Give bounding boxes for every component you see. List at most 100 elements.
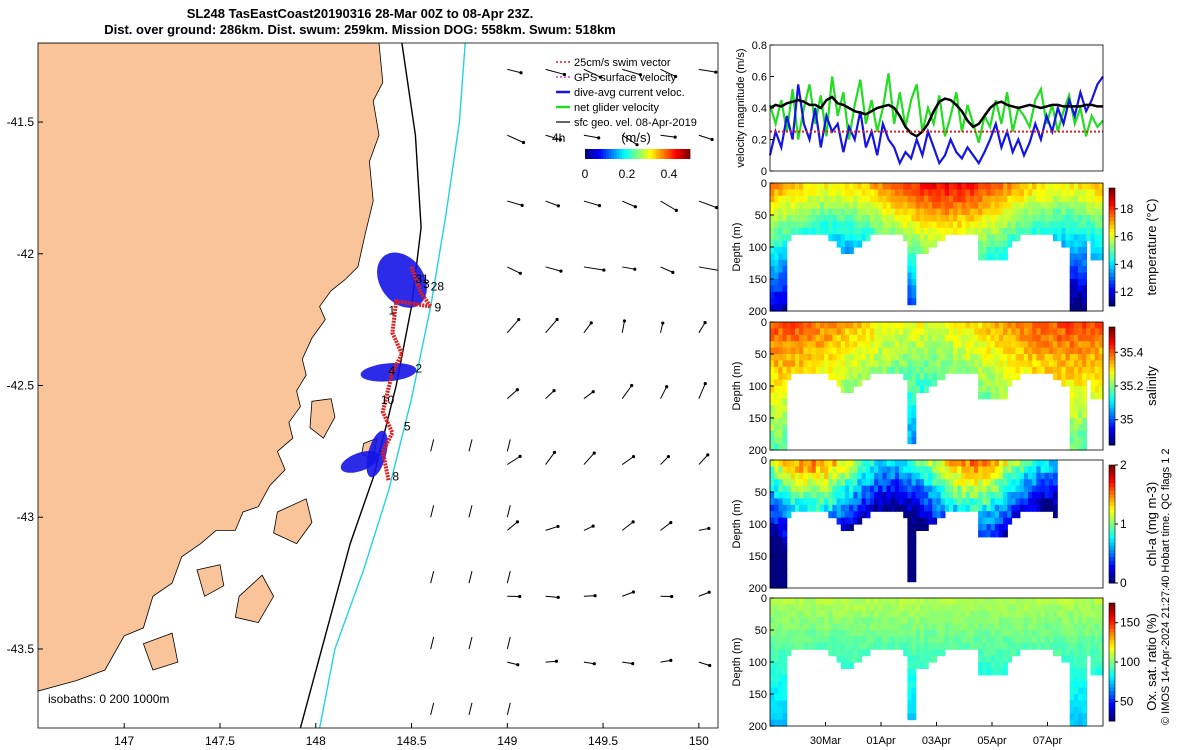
section-cell — [1065, 636, 1071, 644]
section-cell — [1036, 623, 1042, 631]
section-cell — [861, 642, 867, 650]
section-cell — [1073, 253, 1079, 261]
section-cell — [882, 227, 888, 235]
section-cell — [953, 642, 958, 650]
section-cell — [1082, 291, 1087, 299]
colorbar-cell — [645, 149, 649, 159]
section-cell — [770, 354, 775, 361]
section-cell — [1086, 234, 1092, 242]
section-cell — [953, 227, 958, 235]
section-cell — [961, 189, 967, 197]
section-cell — [803, 195, 809, 203]
section-cell — [1090, 183, 1096, 190]
geo-velocity-arrow — [660, 456, 669, 465]
section-cell — [840, 183, 846, 190]
section-cell — [1015, 492, 1021, 499]
section-cell — [1007, 373, 1013, 381]
section-cell — [1044, 636, 1050, 644]
section-cell — [1023, 221, 1029, 229]
section-cell — [782, 655, 788, 663]
section-cell — [899, 334, 904, 342]
section-cell — [1036, 347, 1042, 355]
section-cell — [1048, 202, 1054, 210]
section-cell — [924, 524, 929, 531]
section-cell — [869, 334, 875, 342]
section-cell — [874, 221, 879, 229]
section-cell — [978, 253, 983, 261]
section-cell — [1028, 195, 1033, 203]
geo-velocity-arrow — [507, 68, 522, 74]
section-cell — [1007, 636, 1013, 644]
colorbar-tick: 0.4 — [661, 167, 678, 181]
section-cell — [828, 208, 834, 216]
section-cell — [1044, 610, 1050, 618]
section-colorbar-label: temperature (°C) — [1144, 199, 1159, 296]
section-colorbar-cell — [1109, 538, 1115, 543]
section-cell — [911, 610, 917, 618]
section-cell — [1073, 334, 1079, 342]
section-cell — [915, 498, 921, 506]
section-cell — [1057, 334, 1062, 342]
section-cell — [820, 221, 825, 229]
section-colorbar-cell — [1109, 643, 1115, 648]
map-ytick-label: -43 — [17, 510, 35, 524]
section-cell — [878, 208, 883, 216]
section-cell — [907, 437, 913, 445]
section-cell — [1019, 504, 1025, 512]
section-cell — [865, 610, 871, 618]
glider-current-blob — [360, 363, 417, 382]
section-cell — [790, 215, 796, 222]
section-cell — [953, 208, 958, 216]
waypoint-label: 8 — [392, 469, 399, 483]
section-cell — [803, 347, 809, 355]
section-cell — [1036, 215, 1042, 222]
section-colorbar-cell — [1109, 327, 1115, 332]
section-cell — [799, 215, 804, 222]
section-cell — [890, 492, 896, 499]
section-cell — [849, 227, 854, 235]
section-cell — [1032, 623, 1037, 631]
section-cell — [811, 460, 817, 467]
section-cell — [774, 504, 779, 512]
section-cell — [886, 460, 892, 467]
section-cell — [782, 623, 788, 631]
section-cell — [965, 334, 971, 342]
section-cell — [799, 610, 804, 618]
colorbar-cell — [598, 149, 602, 159]
section-cell — [782, 411, 788, 419]
section-cell — [1078, 341, 1083, 349]
section-colorbar-cell — [1109, 568, 1115, 573]
section-cell — [853, 623, 859, 631]
velocity-ylabel: velocity magnitude (m/s) — [735, 48, 747, 167]
section-cell — [865, 360, 871, 368]
section-cell — [869, 354, 875, 361]
section-cell — [907, 694, 913, 701]
section-cell — [869, 328, 875, 336]
section-cell — [915, 649, 921, 657]
section-cell — [820, 195, 825, 203]
section-cell — [832, 347, 838, 355]
section-cell — [1044, 492, 1050, 499]
section-cell — [940, 485, 946, 493]
section-cell — [1015, 498, 1021, 506]
section-cell — [844, 341, 850, 349]
section-cell — [807, 360, 813, 368]
geo-velocity-arrowhead — [710, 137, 714, 142]
section-cell — [770, 636, 775, 644]
section-cell — [807, 195, 813, 203]
colorbar-title: (m/s) — [621, 130, 651, 145]
section-cell — [915, 524, 921, 531]
section-cell — [911, 272, 917, 280]
section-cell — [1098, 322, 1104, 329]
section-cell — [782, 485, 788, 493]
section-cell — [803, 604, 809, 612]
section-cell — [982, 215, 988, 222]
section-cell — [1061, 347, 1067, 355]
section-cell — [828, 466, 834, 474]
section-cell — [799, 360, 804, 368]
section-cell — [1073, 443, 1079, 451]
section-cell — [1086, 360, 1092, 368]
section-colorbar-cell — [1109, 636, 1115, 641]
section-cell — [1003, 195, 1008, 203]
section-cell — [903, 504, 908, 512]
